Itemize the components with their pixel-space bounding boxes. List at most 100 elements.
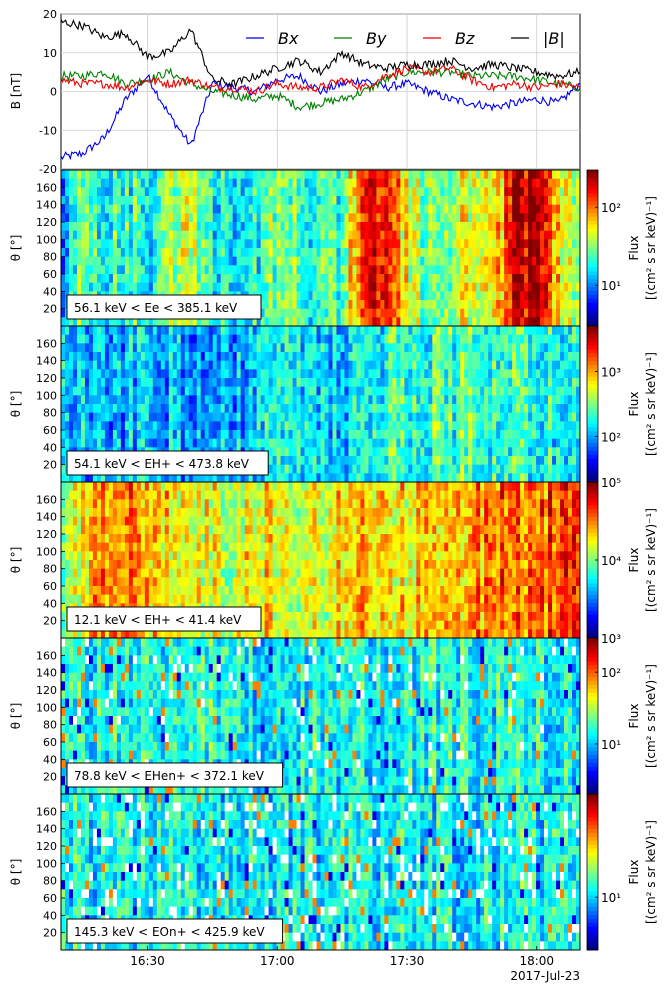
pad-cell: [308, 473, 313, 483]
pad-cell: [140, 222, 146, 232]
pad-cell: [288, 360, 293, 370]
pad-cell: [488, 196, 493, 206]
pad-cell: [280, 204, 285, 214]
pad-cell: [200, 343, 206, 353]
pad-cell: [376, 404, 381, 414]
pad-cell: [248, 222, 254, 232]
pad-cell: [412, 230, 417, 240]
pad-cell: [108, 360, 114, 370]
pad-cell: [228, 248, 234, 258]
pad-cell: [88, 490, 94, 500]
pad-cell: [148, 282, 154, 292]
pad-cell: [512, 360, 517, 370]
pad-cell: [564, 282, 569, 292]
pad-cell: [460, 291, 465, 301]
pad-cell: [260, 378, 266, 388]
colorbar-segment: [587, 212, 598, 218]
pad-cell: [116, 412, 122, 422]
pad-cell: [360, 412, 365, 422]
pad-cell: [376, 326, 381, 336]
pad-cell: [228, 265, 234, 275]
pad-cell: [68, 317, 74, 327]
pad-cell: [200, 421, 206, 431]
pad-cell: [104, 170, 110, 180]
colorbar-segment: [587, 267, 598, 272]
pad-cell: [428, 196, 433, 206]
pad-cell: [508, 352, 513, 362]
pad-cell: [204, 248, 210, 258]
pad-cell: [328, 369, 333, 379]
pad-cell: [184, 222, 190, 232]
pad-cell: [352, 430, 357, 440]
pad-cell: [316, 360, 321, 370]
pad-cell: [320, 204, 325, 214]
pad-cell: [492, 317, 497, 327]
pad-cell: [564, 360, 569, 370]
pad-cell: [252, 222, 258, 232]
pad-cell: [168, 378, 174, 388]
pad-cell: [556, 369, 561, 379]
pad-cell: [196, 196, 202, 206]
pad-cell: [236, 274, 242, 284]
pad-cell: [72, 343, 78, 353]
pad-cell: [212, 196, 218, 206]
pad-cell: [300, 178, 305, 188]
pad-cell: [352, 456, 357, 466]
pad-cell: [520, 256, 525, 266]
pad-cell: [160, 239, 166, 249]
mag-y-tick: -10: [39, 124, 57, 137]
pad-cell: [504, 395, 509, 405]
pad-cell: [192, 187, 198, 197]
pad-cell: [532, 412, 537, 422]
pad-cell: [344, 343, 349, 353]
pad-cell: [452, 256, 457, 266]
pad-cell: [348, 196, 353, 206]
pad-cell: [520, 334, 525, 344]
pad-cell: [120, 430, 126, 440]
pad-cell: [500, 386, 505, 396]
pad-cell: [316, 395, 321, 405]
pad-cell: [472, 352, 477, 362]
pad-cell: [156, 274, 162, 284]
pad-cell: [476, 343, 481, 353]
pad-cell: [324, 170, 329, 180]
pad-cell: [400, 204, 405, 214]
pad-cell: [384, 187, 389, 197]
pad-cell: [392, 334, 397, 344]
pad-cell: [324, 230, 329, 240]
pad-cell: [192, 274, 198, 284]
pad-cell: [168, 274, 174, 284]
pad-cell: [84, 438, 90, 448]
pad-cell: [416, 473, 421, 483]
pad-cell: [480, 170, 485, 180]
pad-cell: [544, 438, 549, 448]
pad-cell: [500, 204, 505, 214]
pad-cell: [132, 317, 138, 327]
pad-cell: [416, 352, 421, 362]
pad-cell: [208, 274, 214, 284]
pad-cell: [420, 326, 425, 336]
pad-cell: [572, 204, 577, 214]
pad-cell: [140, 430, 146, 440]
pad-cell: [328, 222, 333, 232]
pad-cell: [544, 213, 549, 223]
pad-cell: [292, 256, 297, 266]
pad-cell: [136, 360, 142, 370]
pad-cell: [320, 404, 325, 414]
pad-cell: [256, 317, 262, 327]
pad-cell: [452, 360, 457, 370]
pad-cell: [544, 456, 549, 466]
pad-cell: [296, 421, 301, 431]
pad-cell: [188, 326, 194, 336]
pad-cell: [84, 386, 90, 396]
pad-cell: [548, 239, 553, 249]
pad-cell: [552, 369, 557, 379]
pad-cell: [140, 378, 146, 388]
pad-cell: [548, 447, 553, 457]
pad-cell: [264, 248, 269, 258]
pad-cell: [276, 170, 281, 180]
pad-cell: [392, 187, 397, 197]
pad-cell: [272, 386, 277, 396]
pad-cell: [356, 369, 361, 379]
pad-cell: [336, 196, 341, 206]
